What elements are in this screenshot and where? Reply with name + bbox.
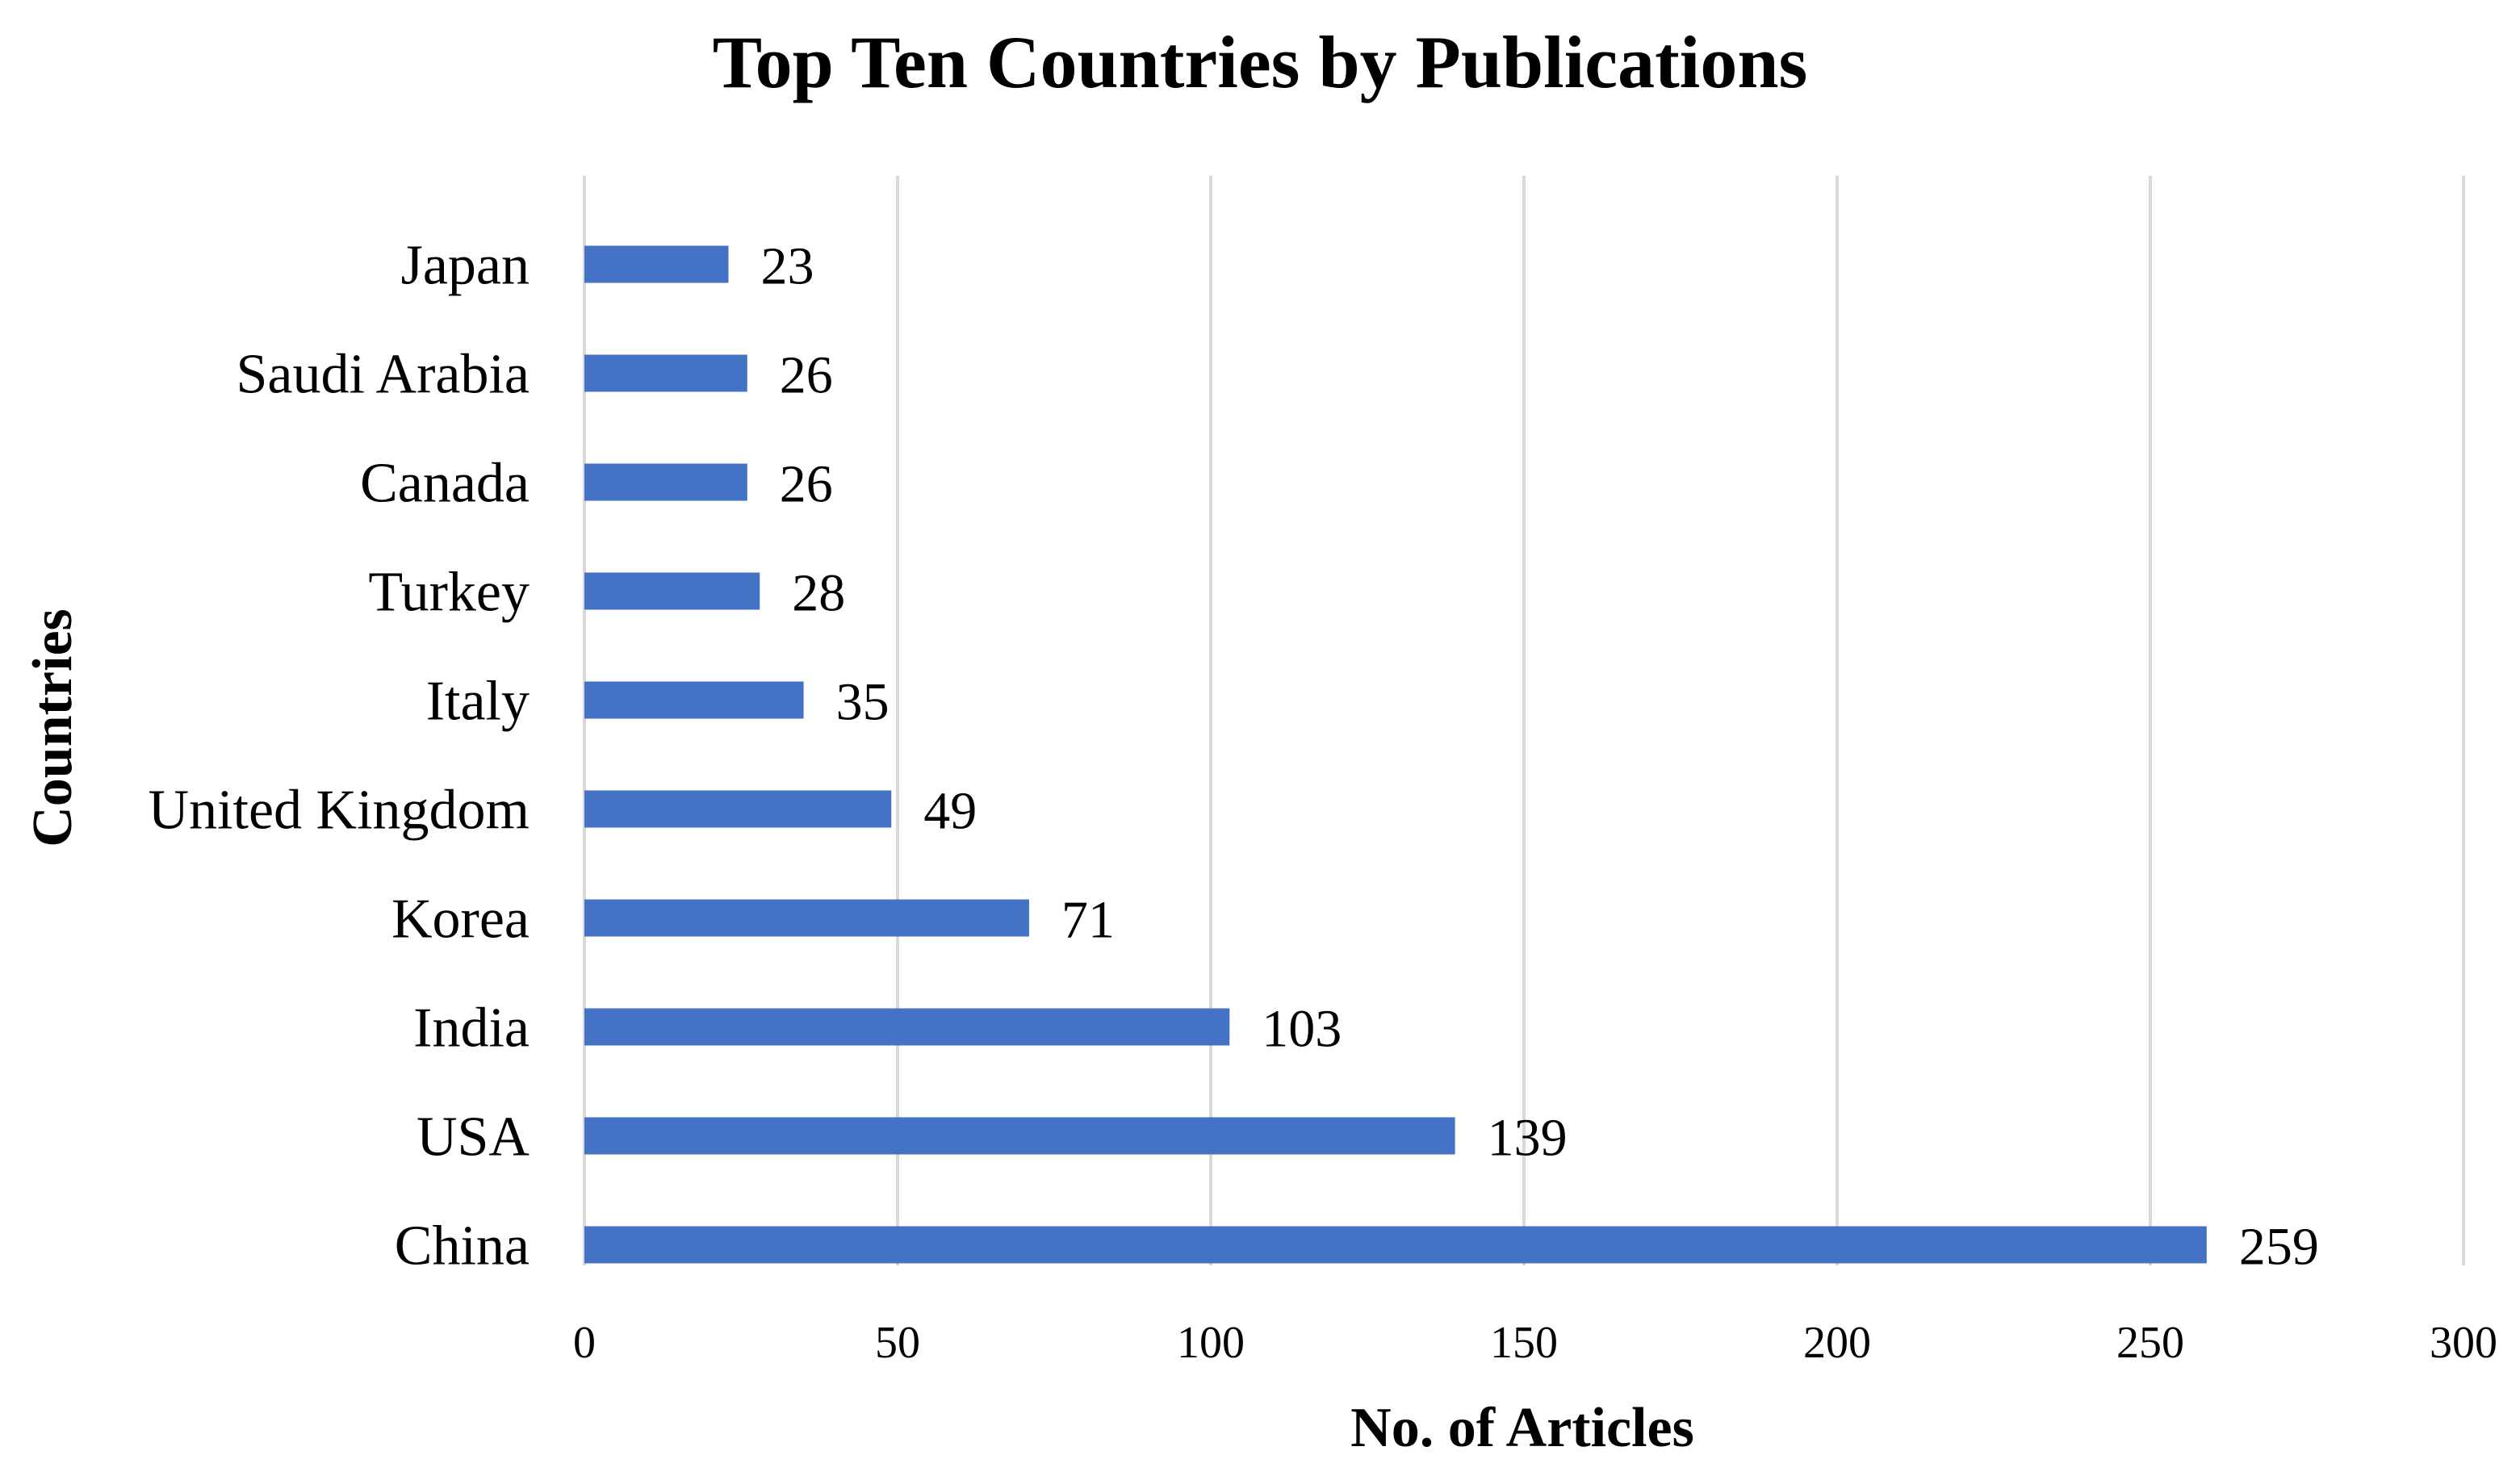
category-label-usa: USA bbox=[417, 1106, 530, 1169]
x-tick-labels: 0 50 100 150 200 250 300 bbox=[573, 1318, 2497, 1368]
category-label-turkey: Turkey bbox=[368, 562, 530, 624]
y-axis-title: Countries bbox=[22, 608, 84, 847]
bar-china bbox=[584, 1226, 2207, 1264]
x-tick-label-50: 50 bbox=[875, 1318, 920, 1368]
bar-korea bbox=[584, 899, 1029, 937]
category-label-united-kingdom: United Kingdom bbox=[149, 780, 530, 842]
category-label-canada: Canada bbox=[360, 453, 530, 515]
data-labels: 259 139 103 71 49 35 28 26 26 23 bbox=[760, 237, 2318, 1277]
data-label-india: 103 bbox=[1262, 1000, 1342, 1059]
x-tick-label-200: 200 bbox=[1803, 1318, 1871, 1368]
category-label-italy: Italy bbox=[426, 671, 530, 733]
bars bbox=[584, 245, 2207, 1264]
category-label-saudi-arabia: Saudi Arabia bbox=[236, 344, 530, 406]
data-label-italy: 35 bbox=[836, 673, 890, 732]
category-label-korea: Korea bbox=[391, 889, 530, 951]
data-label-saudi-arabia: 26 bbox=[780, 346, 833, 405]
x-tick-label-0: 0 bbox=[573, 1318, 596, 1368]
bar-usa bbox=[584, 1117, 1455, 1155]
x-tick-label-100: 100 bbox=[1177, 1318, 1245, 1368]
bar-turkey bbox=[584, 572, 760, 610]
bar-united-kingdom bbox=[584, 790, 892, 828]
bar-india bbox=[584, 1008, 1230, 1046]
category-label-india: India bbox=[413, 997, 530, 1060]
data-label-usa: 139 bbox=[1488, 1109, 1568, 1168]
data-label-canada: 26 bbox=[780, 455, 833, 514]
data-label-japan: 23 bbox=[760, 237, 814, 296]
x-tick-label-300: 300 bbox=[2430, 1318, 2497, 1368]
bar-italy bbox=[584, 681, 804, 719]
x-tick-label-250: 250 bbox=[2116, 1318, 2184, 1368]
category-label-china: China bbox=[395, 1215, 530, 1277]
bar-japan bbox=[584, 245, 729, 283]
data-label-china: 259 bbox=[2239, 1218, 2319, 1277]
category-labels: China USA India Korea United Kingdom Italy Tur… bbox=[149, 235, 530, 1277]
chart-title: Top Ten Countries by Publications bbox=[713, 21, 1808, 103]
data-label-turkey: 28 bbox=[792, 564, 845, 623]
category-label-japan: Japan bbox=[401, 235, 530, 297]
bar-canada bbox=[584, 463, 747, 501]
data-label-korea: 71 bbox=[1061, 891, 1115, 950]
data-label-united-kingdom: 49 bbox=[923, 782, 977, 841]
bar-saudi-arabia bbox=[584, 354, 747, 392]
x-tick-label-150: 150 bbox=[1490, 1318, 1558, 1368]
x-axis-title: No. of Articles bbox=[1350, 1397, 1694, 1459]
gridlines bbox=[583, 176, 2465, 1265]
